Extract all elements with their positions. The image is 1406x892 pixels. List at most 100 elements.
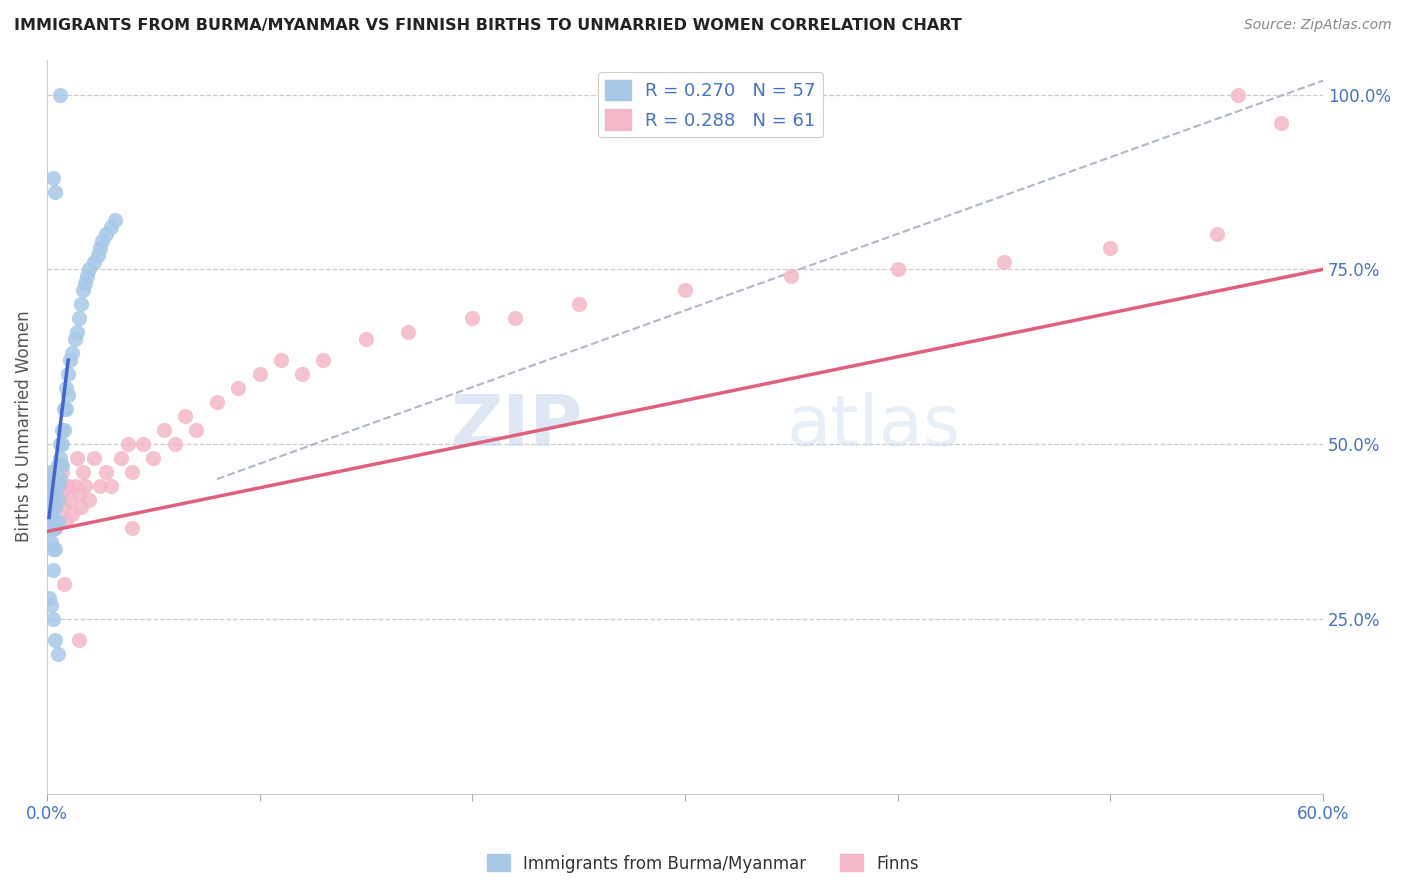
Point (44, 186, 66, 200)
Point (42, 479, 65, 493)
Point (79, 262, 101, 277)
Point (228, 381, 250, 395)
Point (886, 262, 908, 277)
Point (96, 465, 118, 479)
Point (72, 283, 94, 297)
Point (51, 465, 73, 479)
Point (51, 423, 73, 437)
Point (174, 409, 197, 424)
Point (121, 521, 143, 535)
Text: IMMIGRANTS FROM BURMA/MYANMAR VS FINNISH BIRTHS TO UNMARRIED WOMEN CORRELATION C: IMMIGRANTS FROM BURMA/MYANMAR VS FINNISH… (14, 18, 962, 33)
Point (59, 493, 82, 508)
Point (100, 220, 122, 235)
Point (48, 458, 70, 472)
Point (75, 277, 97, 291)
Point (62, 507, 84, 521)
Point (46, 486, 69, 500)
Point (56, 388, 79, 402)
Point (44, 541, 66, 556)
Point (153, 423, 176, 437)
Point (72, 465, 94, 479)
Point (44, 632, 66, 647)
Point (1205, 227, 1227, 242)
Point (354, 332, 377, 346)
Point (39, 465, 62, 479)
Point (46, 647, 69, 661)
Point (163, 437, 186, 451)
Point (70, 500, 93, 514)
Point (117, 437, 139, 451)
Point (131, 437, 153, 451)
Point (42, 486, 65, 500)
Point (66, 451, 89, 466)
Point (142, 451, 165, 466)
Point (398, 325, 420, 339)
Point (75, 479, 97, 493)
Point (39, 598, 62, 612)
Point (55, 402, 77, 417)
Point (96, 227, 118, 242)
Point (44, 500, 66, 514)
Text: atlas: atlas (787, 392, 962, 461)
Point (184, 423, 207, 437)
Point (100, 479, 122, 493)
Point (780, 269, 803, 284)
Point (79, 493, 101, 508)
Point (46, 479, 69, 493)
Point (56, 368, 79, 382)
Point (38, 521, 60, 535)
Point (38, 591, 60, 605)
Point (48, 87, 70, 102)
Point (52, 423, 75, 437)
Point (87, 248, 110, 262)
Point (70, 297, 93, 311)
Point (52, 479, 75, 493)
Point (270, 353, 292, 368)
Point (121, 465, 143, 479)
Point (42, 493, 65, 508)
Point (76, 269, 98, 284)
Point (44, 521, 66, 535)
Point (1227, 87, 1250, 102)
Point (42, 472, 65, 486)
Point (56, 479, 79, 493)
Point (42, 541, 65, 556)
Point (110, 451, 132, 466)
Point (89, 241, 111, 255)
Point (63, 479, 86, 493)
Text: ZIP: ZIP (451, 392, 583, 461)
Point (91, 235, 114, 249)
Point (44, 493, 66, 508)
Point (63, 332, 86, 346)
Point (503, 311, 526, 326)
Point (67, 632, 90, 647)
Point (55, 514, 77, 528)
Point (83, 255, 105, 269)
Point (42, 507, 65, 521)
Point (249, 368, 271, 382)
Point (312, 353, 335, 368)
Point (83, 451, 105, 466)
Y-axis label: Births to Unmarried Women: Births to Unmarried Women (15, 310, 32, 542)
Point (46, 493, 69, 508)
Point (104, 213, 127, 227)
Point (59, 353, 82, 368)
Text: Source: ZipAtlas.com: Source: ZipAtlas.com (1244, 18, 1392, 32)
Point (48, 451, 70, 466)
Legend: R = 0.270   N = 57, R = 0.288   N = 61: R = 0.270 N = 57, R = 0.288 N = 61 (598, 72, 823, 137)
Point (46, 458, 69, 472)
Point (48, 479, 70, 493)
Point (44, 479, 66, 493)
Point (52, 402, 75, 417)
Point (51, 437, 73, 451)
Legend: Immigrants from Burma/Myanmar, Finns: Immigrants from Burma/Myanmar, Finns (479, 847, 927, 880)
Point (42, 563, 65, 577)
Point (39, 535, 62, 549)
Point (673, 283, 696, 297)
Point (38, 479, 60, 493)
Point (62, 346, 84, 360)
Point (42, 514, 65, 528)
Point (291, 368, 314, 382)
Point (205, 395, 228, 409)
Point (51, 458, 73, 472)
